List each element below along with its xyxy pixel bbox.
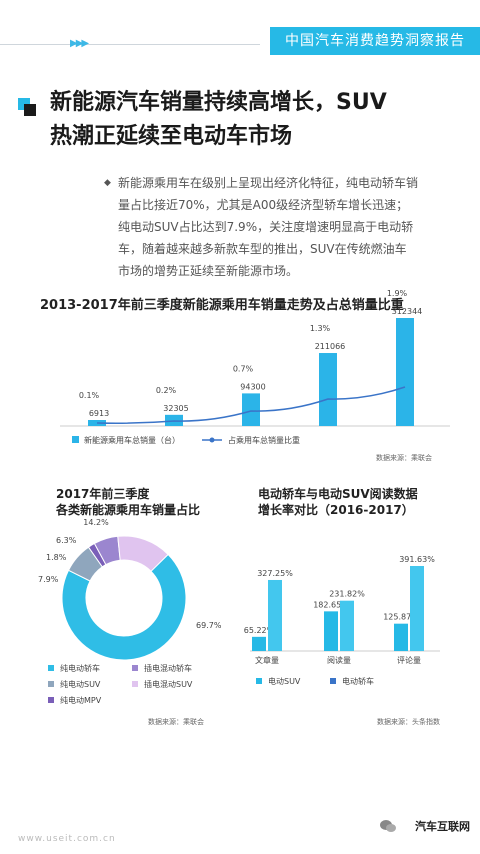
summary-paragraph: 新能源乘用车在级别上呈现出经济化特征，纯电动轿车销 量占比接近70%，尤其是A0…: [118, 172, 448, 282]
chart3-value-label: 65.22%: [244, 626, 275, 635]
chart2-title: 2017年前三季度 各类新能源乘用车销量占比: [56, 486, 200, 518]
title-line-1: 新能源汽车销量持续高增长，SUV: [50, 90, 387, 115]
chart1-pct-label: 0.1%: [79, 391, 100, 400]
chart3-legend-label: 电动SUV: [268, 676, 301, 686]
chart3-title-line-1: 电动轿车与电动SUV阅读数据: [258, 487, 418, 501]
chart2-legend-swatch: [132, 665, 138, 671]
para-line: 市场的增势正延续至新能源市场。: [118, 264, 299, 278]
chart2-legend-swatch: [48, 697, 54, 703]
chart2-title-line-2: 各类新能源乘用车销量占比: [56, 503, 201, 517]
chart1-pct-label: 0.7%: [233, 364, 254, 373]
chart3-bar: [340, 600, 354, 651]
chart3-value-label: 182.65%: [313, 600, 349, 609]
chart3-title: 电动轿车与电动SUV阅读数据 增长率对比（2016-2017）: [258, 486, 418, 518]
chart3-legend-label: 电动轿车: [342, 676, 374, 686]
chart3-value-label: 391.63%: [399, 555, 435, 564]
chart3-value-label: 231.82%: [329, 590, 365, 599]
para-line: 车，随着越来越多新款车型的推出，SUV在传统燃油车: [118, 242, 407, 256]
bullet-icon: ◆: [104, 178, 111, 188]
chart2-slice-label: 14.2%: [83, 518, 109, 527]
chart1-bar: [242, 393, 260, 426]
chart1-value-label: 6913: [89, 409, 109, 418]
chart3-value-label: 125.87%: [383, 613, 419, 622]
chart1-legend-dot: [209, 437, 215, 443]
chart2-legend-label: 纯电动SUV: [60, 679, 101, 689]
chart1-pct-label: 1.9%: [387, 289, 408, 298]
chart2-slice: [67, 546, 103, 582]
chart2-legend-label: 纯电动MPV: [60, 695, 102, 705]
para-line: 新能源乘用车在级别上呈现出经济化特征，纯电动轿车销: [118, 176, 419, 190]
para-line: 纯电动SUV占比达到7.9%，关注度增速明显高于电动轿: [118, 220, 414, 234]
chart2-title-line-1: 2017年前三季度: [56, 487, 150, 501]
para-line: 量占比接近70%，尤其是A00级经济型轿车增长迅速；: [118, 198, 409, 212]
chart3-category-label: 文章量: [255, 655, 279, 665]
chart3-legend-swatch: [330, 678, 336, 684]
wechat-icon: [380, 820, 396, 832]
page-title: 新能源汽车销量持续高增长，SUV 热潮正延续至电动车市场: [50, 86, 460, 154]
chart1-value-label: 312344: [392, 307, 423, 316]
title-line-2: 热潮正延续至电动车市场: [50, 124, 293, 149]
chart3-bar: [268, 579, 282, 651]
chart1-legend-pct: 占乘用车总销量比重: [228, 435, 300, 445]
chart2-slice-label: 69.7%: [196, 621, 222, 630]
chart2-slice: [61, 553, 187, 661]
chart1-value-label: 94300: [240, 382, 265, 391]
chart2-legend-swatch: [48, 681, 54, 687]
header-arrows: ▶▶▶: [70, 38, 89, 49]
chart3-bar: [394, 623, 408, 651]
header-rule: [0, 44, 260, 45]
chart2-legend-label: 纯电动轿车: [60, 663, 100, 673]
chart2-legend-swatch: [48, 665, 54, 671]
chart2-legend-label: 插电混动轿车: [144, 663, 192, 673]
chart1-value-label: 211066: [315, 342, 346, 351]
chart3-legend-swatch: [256, 678, 262, 684]
chart3-value-label: 327.25%: [257, 569, 293, 578]
chart2-source: 数据来源：乘联会: [148, 717, 204, 726]
chart1-legend-sales: 新能源乘用车总销量（台）: [84, 435, 180, 445]
chart1-pct-label: 1.3%: [310, 324, 331, 333]
watermark: www.useit.com.cn: [18, 834, 116, 844]
chart1-value-label: 32305: [163, 404, 188, 413]
chart1-legend-swatch-sales: [72, 436, 79, 443]
chart2-slice-label: 7.9%: [38, 575, 59, 584]
chart1-bar: [319, 353, 337, 426]
chart3-bar: [252, 636, 266, 651]
chart2-legend-label: 插电混动SUV: [144, 679, 193, 689]
chart1-bar: [396, 318, 414, 426]
chart3-title-line-2: 增长率对比（2016-2017）: [258, 503, 414, 517]
chart2-slice-label: 1.8%: [46, 553, 67, 562]
report-header-label: 中国汽车消费趋势洞察报告: [270, 27, 480, 55]
chart1-title: 2013-2017年前三季度新能源乘用车销量走势及占总销量比重: [40, 298, 404, 313]
title-square-icon: [18, 98, 36, 116]
chart3-category-label: 评论量: [397, 655, 421, 665]
chart1-pct-line: [96, 386, 406, 424]
chart2-slice-label: 6.3%: [56, 536, 77, 545]
chart3-source: 数据来源：头条指数: [377, 717, 440, 726]
chart3-category-label: 阅读量: [327, 655, 351, 665]
brand-name: 汽车互联网: [415, 820, 470, 833]
chart1-source: 数据来源：乘联会: [376, 453, 432, 462]
chart1-pct-label: 0.2%: [156, 386, 177, 395]
chart3-bar: [410, 566, 424, 651]
chart2-legend-swatch: [132, 681, 138, 687]
chart3-bar: [324, 611, 338, 651]
